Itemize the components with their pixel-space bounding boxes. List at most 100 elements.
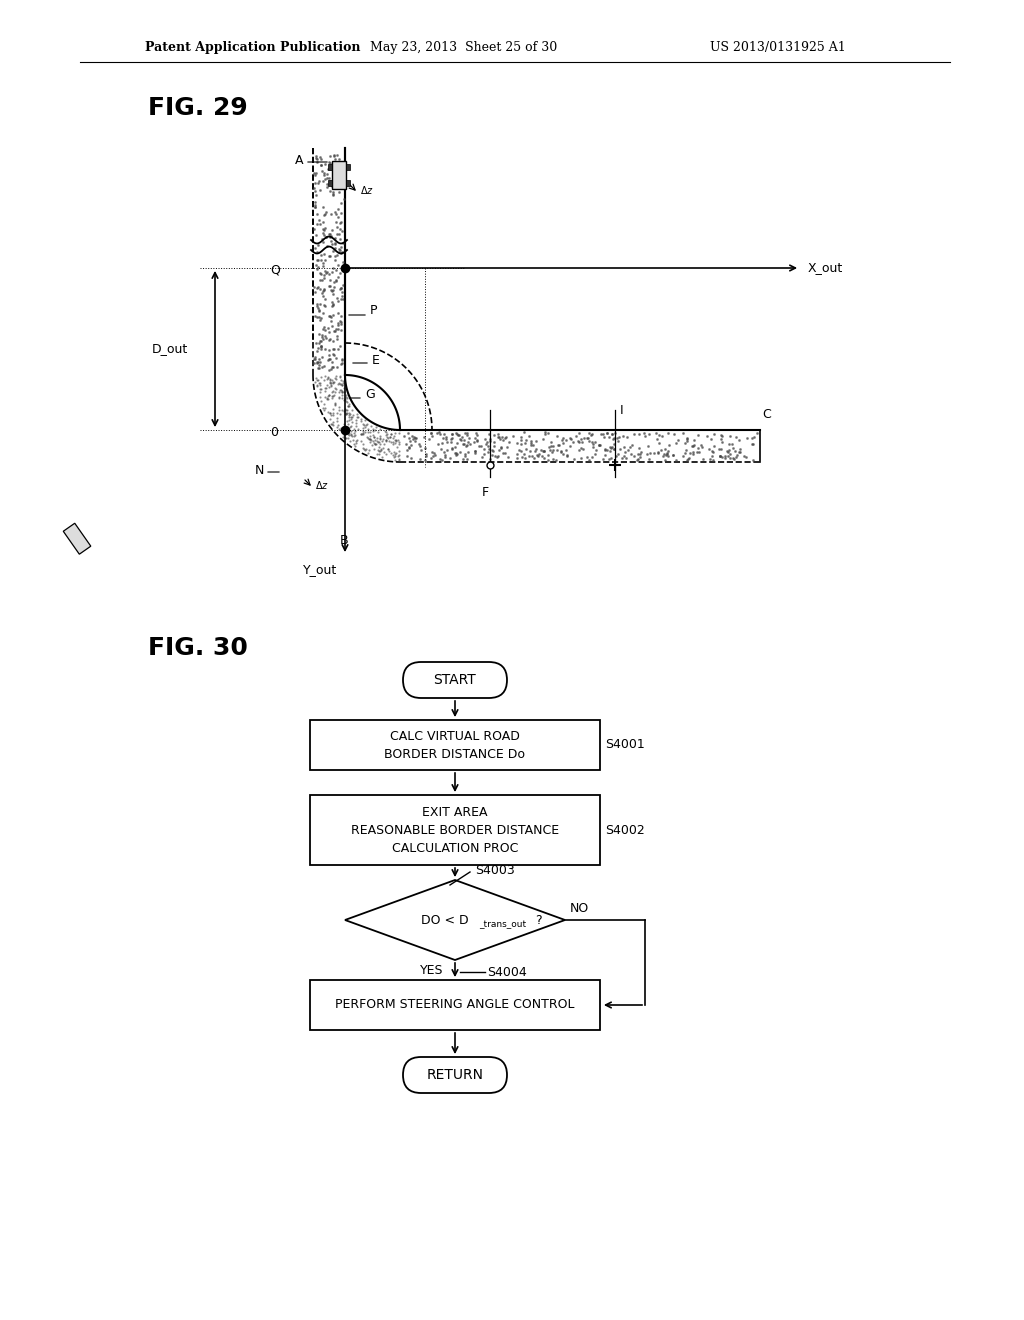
Point	[476, 438, 493, 459]
Point	[311, 358, 328, 379]
Point	[315, 280, 332, 301]
Point	[603, 447, 620, 469]
Point	[311, 269, 328, 290]
Point	[509, 433, 525, 454]
Point	[311, 170, 328, 191]
Point	[414, 440, 430, 461]
Point	[325, 183, 341, 205]
Point	[607, 446, 624, 467]
Point	[692, 434, 709, 455]
Point	[455, 449, 471, 470]
Point	[317, 153, 334, 174]
Point	[675, 446, 691, 467]
Text: N: N	[255, 463, 264, 477]
Point	[518, 438, 535, 459]
Point	[329, 318, 345, 339]
Point	[313, 244, 330, 265]
Point	[731, 441, 748, 462]
Text: EXIT AREA: EXIT AREA	[422, 805, 487, 818]
Point	[579, 446, 595, 467]
Point	[679, 430, 695, 451]
Point	[395, 425, 412, 446]
Point	[334, 242, 350, 263]
Point	[308, 148, 325, 169]
Point	[333, 236, 349, 257]
Point	[470, 436, 486, 457]
Point	[640, 436, 656, 457]
Point	[315, 279, 332, 300]
Point	[334, 352, 350, 374]
Point	[310, 351, 327, 372]
Point	[490, 426, 507, 447]
Point	[306, 305, 323, 326]
Point	[660, 434, 677, 455]
Point	[739, 428, 756, 449]
Point	[525, 447, 542, 469]
Point	[307, 255, 324, 276]
Point	[326, 240, 342, 261]
Point	[313, 154, 330, 176]
Point	[398, 446, 415, 467]
Point	[322, 269, 338, 290]
Point	[713, 428, 729, 449]
Point	[490, 440, 507, 461]
Point	[631, 424, 647, 445]
Point	[332, 240, 348, 261]
Point	[330, 313, 346, 334]
Point	[633, 441, 649, 462]
Point	[311, 293, 328, 314]
Point	[605, 428, 622, 449]
Point	[656, 444, 673, 465]
Point	[309, 249, 326, 271]
Point	[330, 174, 346, 195]
Text: DO < D: DO < D	[421, 913, 469, 927]
Point	[316, 243, 333, 264]
Point	[325, 338, 341, 359]
Point	[321, 359, 337, 380]
Point	[310, 300, 327, 321]
Point	[489, 446, 506, 467]
Point	[417, 438, 433, 459]
Point	[333, 314, 349, 335]
Point	[314, 282, 331, 304]
Point	[314, 223, 331, 244]
Point	[335, 252, 351, 273]
Point	[312, 339, 329, 360]
Point	[334, 172, 350, 193]
Point	[682, 442, 698, 463]
Point	[319, 318, 336, 339]
Point	[333, 354, 349, 375]
Point	[473, 436, 489, 457]
Point	[509, 444, 525, 465]
Point	[467, 441, 483, 462]
Point	[316, 165, 333, 186]
Point	[650, 442, 667, 463]
Point	[313, 337, 330, 358]
Bar	[346, 164, 350, 170]
Text: PERFORM STEERING ANGLE CONTROL: PERFORM STEERING ANGLE CONTROL	[335, 998, 574, 1011]
Point	[321, 345, 337, 366]
Point	[326, 338, 342, 359]
Point	[485, 424, 502, 445]
Point	[401, 437, 418, 458]
Point	[443, 424, 460, 445]
Point	[318, 235, 335, 256]
Point	[631, 438, 647, 459]
Point	[449, 424, 465, 445]
Point	[668, 449, 684, 470]
Point	[551, 434, 567, 455]
Point	[558, 440, 574, 461]
Point	[457, 434, 473, 455]
Point	[322, 329, 338, 350]
Text: S4004: S4004	[487, 965, 526, 978]
Bar	[328, 164, 332, 170]
Point	[617, 441, 634, 462]
Point	[316, 279, 333, 300]
Point	[423, 422, 439, 444]
Point	[316, 319, 333, 341]
Point	[321, 246, 337, 267]
Point	[497, 428, 513, 449]
Point	[496, 429, 512, 450]
Point	[614, 426, 631, 447]
Point	[438, 426, 455, 447]
